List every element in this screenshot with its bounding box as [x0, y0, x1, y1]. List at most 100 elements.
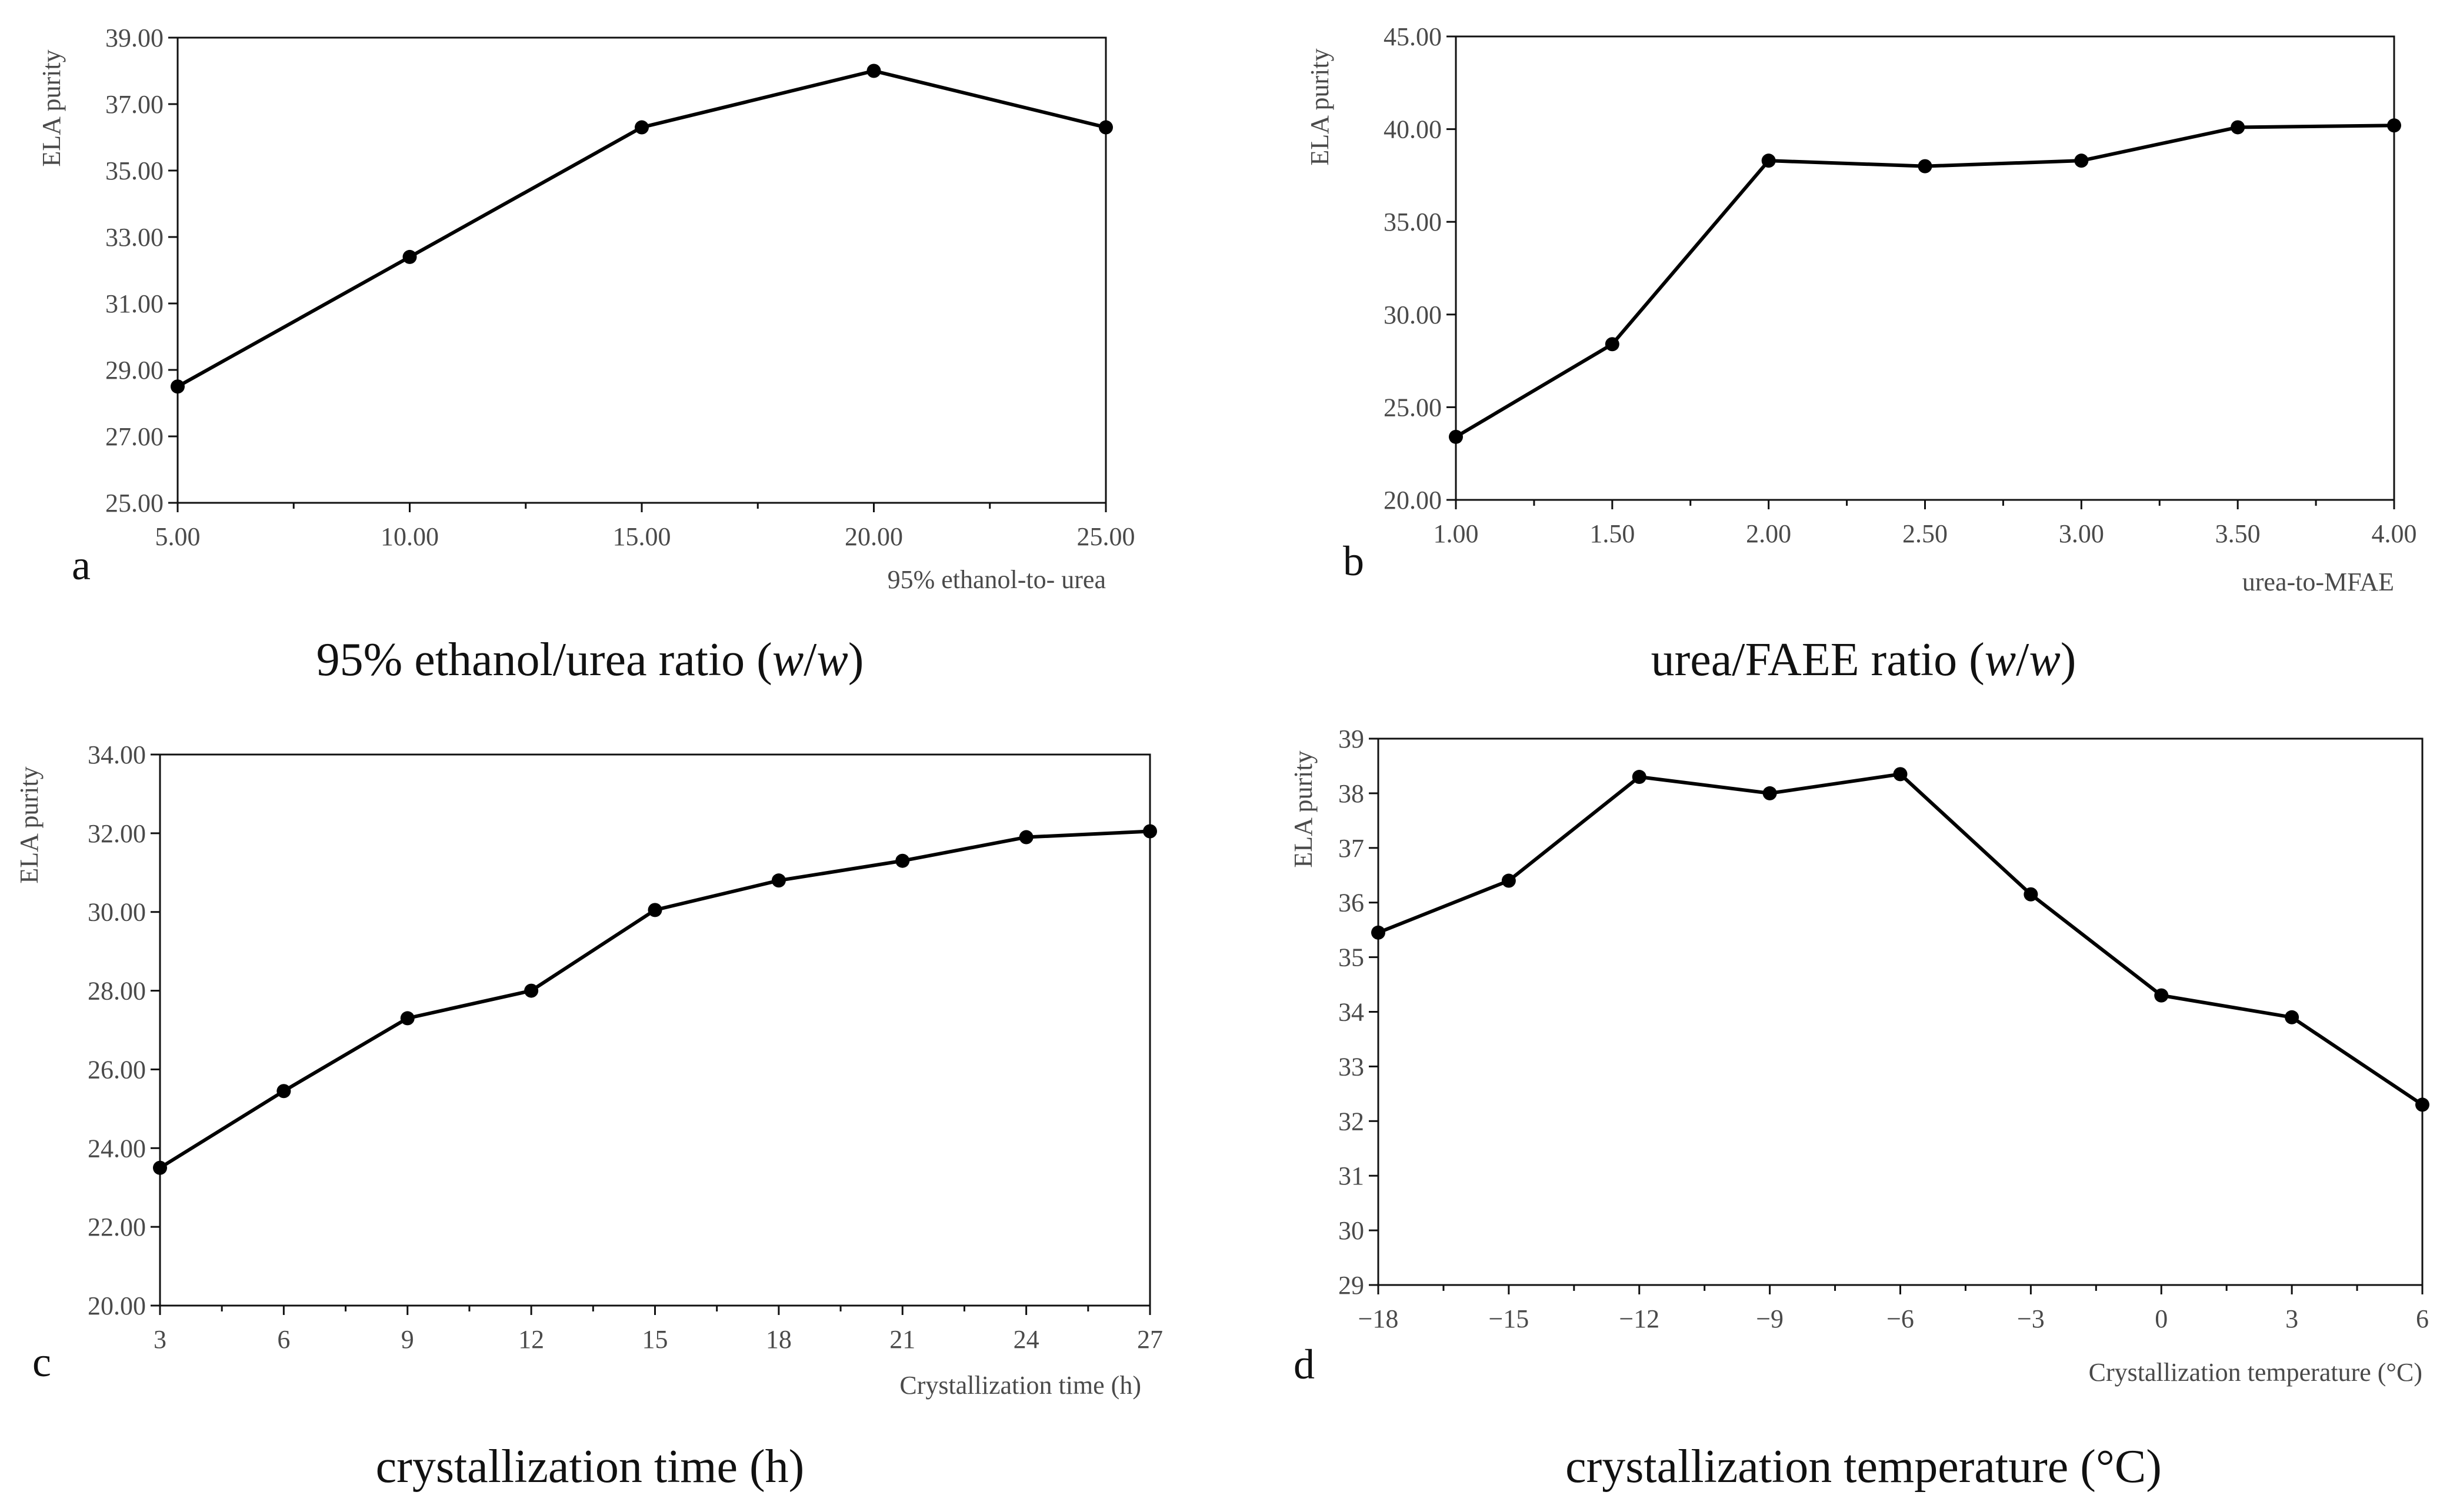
panel-caption: crystallization time (h): [376, 1441, 805, 1493]
y-tick-label: 29.00: [105, 356, 164, 385]
data-point: [635, 120, 649, 135]
plot-frame: [159, 753, 1151, 1307]
y-tick-label: 30.00: [1384, 301, 1442, 329]
y-tick-label: 24.00: [88, 1134, 146, 1163]
data-point: [771, 873, 786, 888]
series-line: [159, 829, 1151, 1170]
y-tick-label: 30.00: [88, 898, 146, 927]
y-tick-label: 39: [1338, 725, 1364, 753]
caption-segment: w: [2029, 634, 2060, 686]
x-tick-label: 27: [1137, 1325, 1163, 1354]
y-tick-label: 25.00: [1384, 393, 1442, 422]
caption-segment: w: [772, 634, 804, 686]
panel-letter: a: [72, 542, 91, 589]
chart-panel-a: 5.00 10.00 15.00 20.00 25.00 25.00 27.00 29.00 3…: [37, 24, 1135, 686]
x-tick-label: 2.00: [1746, 519, 1791, 548]
x-axis-label: 95% ethanol-to- urea: [888, 565, 1106, 594]
x-tick-label: 3.00: [2059, 519, 2104, 548]
x-tick-label: 21: [889, 1325, 915, 1354]
y-tick-label: 30: [1338, 1216, 1364, 1245]
y-tick-label: 40.00: [1384, 115, 1442, 144]
x-tick-label: 9: [401, 1325, 414, 1354]
panel-caption: 95% ethanol/urea ratio (w/w): [316, 634, 864, 686]
caption-segment: crystallization time (h): [376, 1441, 805, 1493]
x-tick-label: 0: [2155, 1304, 2168, 1333]
y-tick-label: 37.00: [105, 90, 164, 119]
x-tick-label: −9: [1756, 1304, 1784, 1333]
data-point: [1449, 429, 1463, 444]
data-point: [2231, 120, 2245, 135]
y-tick-label: 34: [1338, 998, 1364, 1027]
data-point: [400, 1011, 415, 1026]
x-tick-label: 15: [642, 1325, 668, 1354]
x-tick-label: 15.00: [613, 522, 671, 551]
y-tick-label: 33: [1338, 1052, 1364, 1081]
data-point: [2285, 1010, 2299, 1024]
x-tick-label: −15: [1488, 1304, 1529, 1333]
y-tick-label: 31: [1338, 1161, 1364, 1190]
y-tick-label: 31.00: [105, 289, 164, 318]
y-tick-label: 32: [1338, 1107, 1364, 1136]
caption-segment: ): [2061, 634, 2076, 686]
x-tick-label: −3: [2017, 1304, 2045, 1333]
data-point: [1918, 159, 1932, 173]
panel-letter: d: [1294, 1341, 1315, 1388]
x-tick-label: −12: [1619, 1304, 1659, 1333]
data-point: [866, 64, 881, 78]
plot-frame: [1455, 35, 2395, 501]
x-tick-label: 18: [766, 1325, 792, 1354]
y-tick-label: 45.00: [1384, 22, 1442, 51]
panel-letter: c: [32, 1339, 51, 1386]
data-point: [1501, 873, 1516, 888]
series-line: [1377, 772, 2424, 1106]
data-point: [171, 379, 185, 394]
y-axis-label: ELA purity: [15, 766, 44, 883]
x-tick-label: 12: [518, 1325, 544, 1354]
x-tick-label: −6: [1886, 1304, 1914, 1333]
y-tick-label: 28.00: [88, 977, 146, 1006]
x-tick-label: 25.00: [1077, 522, 1135, 551]
data-point: [2415, 1097, 2429, 1112]
data-point: [1761, 153, 1776, 168]
x-tick-label: 1.00: [1434, 519, 1479, 548]
plot-frame: [176, 36, 1107, 504]
x-axis-label: Crystallization temperature (°C): [2089, 1358, 2422, 1387]
caption-segment: w: [1985, 634, 2016, 686]
x-tick-label: 2.50: [1902, 519, 1948, 548]
y-tick-label: 32.00: [88, 819, 146, 848]
caption-segment: ): [848, 634, 864, 686]
panel-letter: b: [1343, 538, 1364, 585]
y-tick-label: 20.00: [88, 1291, 146, 1320]
x-tick-label: 3: [2285, 1304, 2298, 1333]
x-tick-label: 24: [1014, 1325, 1039, 1354]
x-tick-label: 5.00: [155, 522, 201, 551]
data-point: [1632, 770, 1646, 785]
data-point: [2074, 153, 2089, 168]
y-axis-label: ELA purity: [1305, 48, 1334, 165]
x-tick-label: 1.50: [1589, 519, 1635, 548]
y-tick-label: 39.00: [105, 24, 164, 52]
panel-caption: crystallization temperature (°C): [1565, 1441, 2162, 1493]
y-tick-label: 25.00: [105, 489, 164, 518]
chart-panel-c: 3 6 9 12 15 18 21 24 27 20.00 22.00 24.00 26.00 28.00…: [15, 740, 1163, 1493]
data-point: [276, 1084, 291, 1099]
data-point: [1605, 337, 1619, 352]
y-tick-label: 35.00: [1384, 208, 1442, 236]
data-point: [1893, 767, 1908, 782]
y-tick-label: 36: [1338, 889, 1364, 917]
caption-segment: crystallization temperature (°C): [1565, 1441, 2162, 1493]
data-point: [1371, 925, 1385, 940]
caption-segment: /: [804, 634, 817, 686]
data-point: [524, 983, 539, 998]
x-tick-label: 6: [2416, 1304, 2429, 1333]
x-tick-label: 3: [154, 1325, 166, 1354]
y-tick-label: 33.00: [105, 223, 164, 252]
x-tick-label: 6: [277, 1325, 290, 1354]
y-tick-label: 38: [1338, 779, 1364, 808]
data-point: [2024, 887, 2038, 902]
data-point: [1099, 120, 1113, 135]
data-point: [1762, 786, 1777, 800]
y-tick-label: 37: [1338, 834, 1364, 863]
x-tick-label: 10.00: [381, 522, 439, 551]
